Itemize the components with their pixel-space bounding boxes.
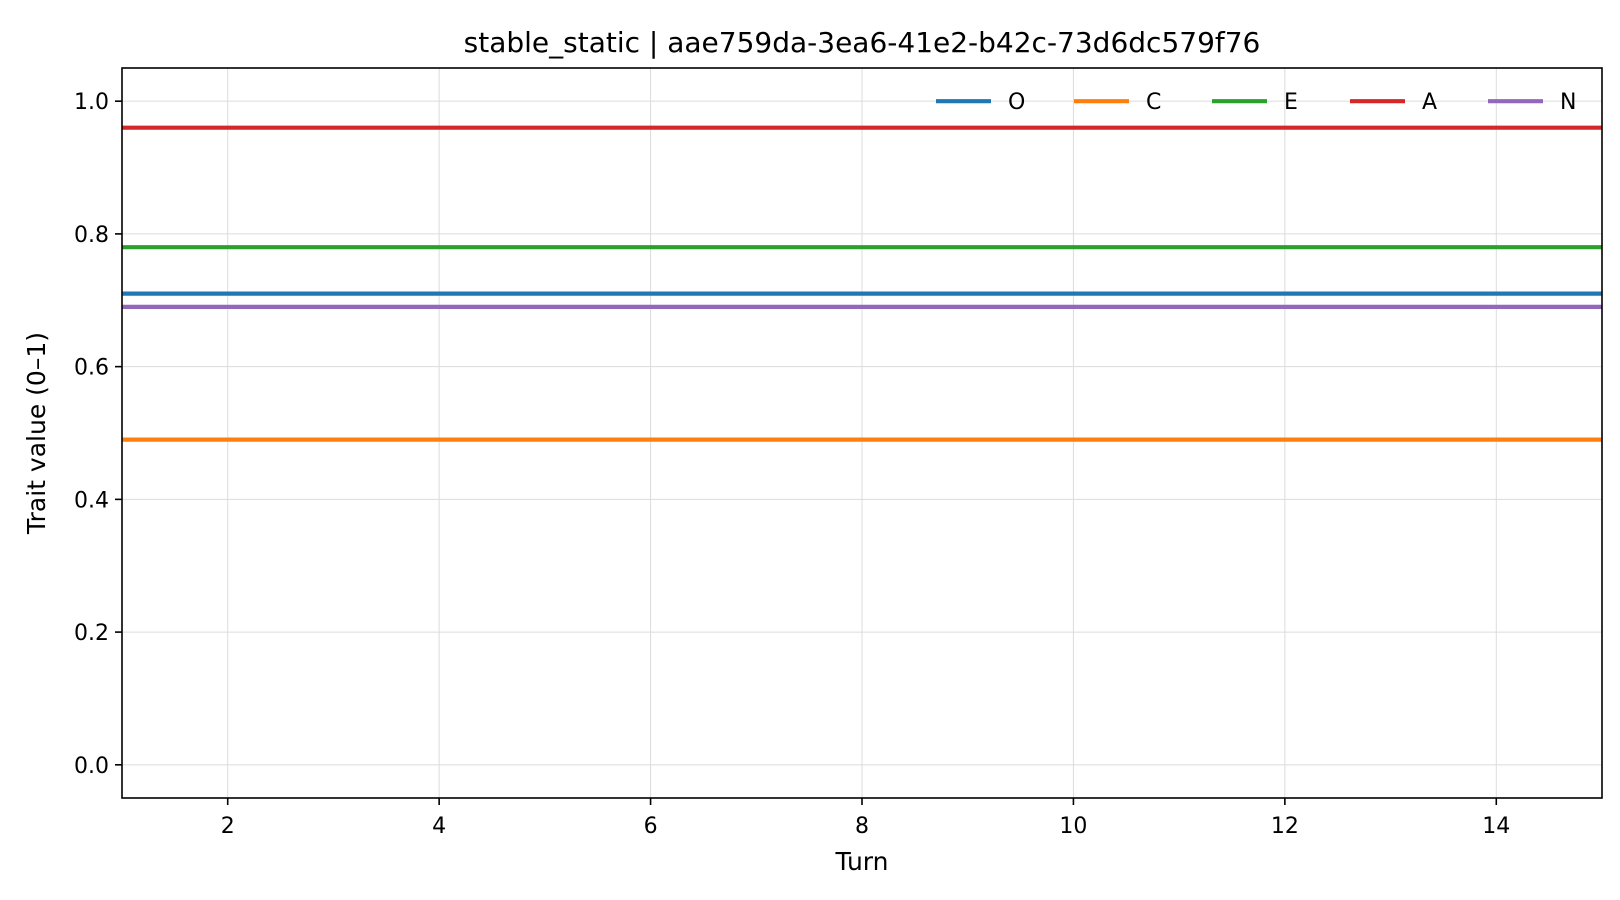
legend-label-c: C xyxy=(1146,90,1161,115)
x-tick-label: 8 xyxy=(855,814,869,839)
chart-title: stable_static | aae759da-3ea6-41e2-b42c-… xyxy=(464,26,1261,59)
x-axis-label: Turn xyxy=(834,847,888,876)
x-axis-ticks: 2 4 6 8 10 12 14 xyxy=(221,798,1510,839)
legend-label-e: E xyxy=(1284,90,1298,115)
x-tick-label: 6 xyxy=(644,814,658,839)
x-tick-label: 4 xyxy=(432,814,446,839)
legend-label-n: N xyxy=(1560,90,1576,115)
y-tick-label: 1.0 xyxy=(74,90,109,115)
y-tick-label: 0.2 xyxy=(74,621,109,646)
legend-label-a: A xyxy=(1422,90,1437,115)
series-lines xyxy=(122,125,1602,442)
grid-lines xyxy=(122,68,1602,798)
y-axis-ticks: 0.0 0.2 0.4 0.6 0.8 1.0 xyxy=(74,90,122,779)
x-tick-label: 10 xyxy=(1059,814,1087,839)
y-axis-label: Trait value (0–1) xyxy=(22,332,51,535)
x-tick-label: 2 xyxy=(221,814,235,839)
y-tick-label: 0.8 xyxy=(74,223,109,248)
legend-label-o: O xyxy=(1008,90,1025,115)
y-tick-label: 0.6 xyxy=(74,356,109,381)
y-tick-label: 0.0 xyxy=(74,754,109,779)
x-tick-label: 14 xyxy=(1482,814,1510,839)
x-tick-label: 12 xyxy=(1271,814,1299,839)
y-tick-label: 0.4 xyxy=(74,488,109,513)
